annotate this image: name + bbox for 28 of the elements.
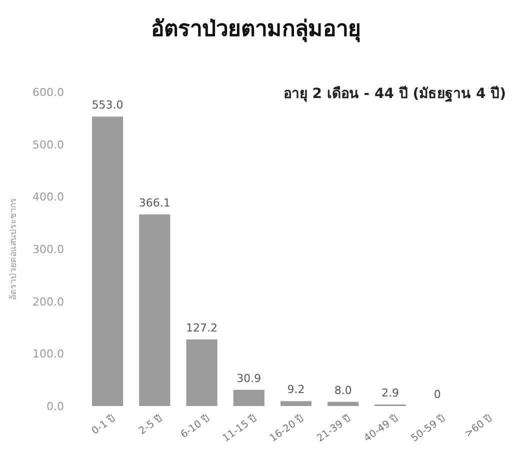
x-tick-label: 6-10 ปี: [178, 412, 212, 441]
x-tick-label: 2-5 ปี: [136, 412, 164, 438]
y-tick-label: 200.0: [32, 295, 64, 308]
y-tick-label: 300.0: [32, 243, 64, 256]
chart-title: อัตราป่วยตามกลุ่มอายุ: [151, 17, 361, 43]
bar: [139, 214, 170, 406]
data-label: 30.9: [236, 372, 262, 385]
y-tick-label: 600.0: [32, 86, 64, 99]
annotation: อายุ 2 เดือน - 44 ปี (มัธยฐาน 4 ปี): [283, 86, 506, 103]
y-tick-label: 500.0: [32, 138, 64, 152]
x-tick-label: >60 ปี: [462, 412, 494, 440]
data-label: 8.0: [334, 384, 352, 397]
y-tick-label: 0.0: [46, 400, 64, 413]
bar: [328, 402, 359, 406]
data-label: 0: [434, 388, 441, 401]
y-tick-label: 100.0: [32, 348, 64, 361]
data-label: 127.2: [186, 321, 218, 334]
bar: [92, 116, 124, 406]
data-label: 2.9: [381, 386, 399, 400]
data-label: 553.0: [92, 98, 124, 112]
bar: [233, 390, 264, 406]
data-label: 9.2: [287, 383, 305, 396]
y-tick-label: 400.0: [32, 190, 64, 204]
bar: [186, 339, 218, 406]
y-axis-title: อัตราป่วยต่อแสนประชากร: [9, 198, 19, 300]
x-tick-label: 0-1 ปี: [89, 412, 118, 438]
bar: [280, 401, 312, 406]
data-label: 366.1: [138, 196, 170, 210]
